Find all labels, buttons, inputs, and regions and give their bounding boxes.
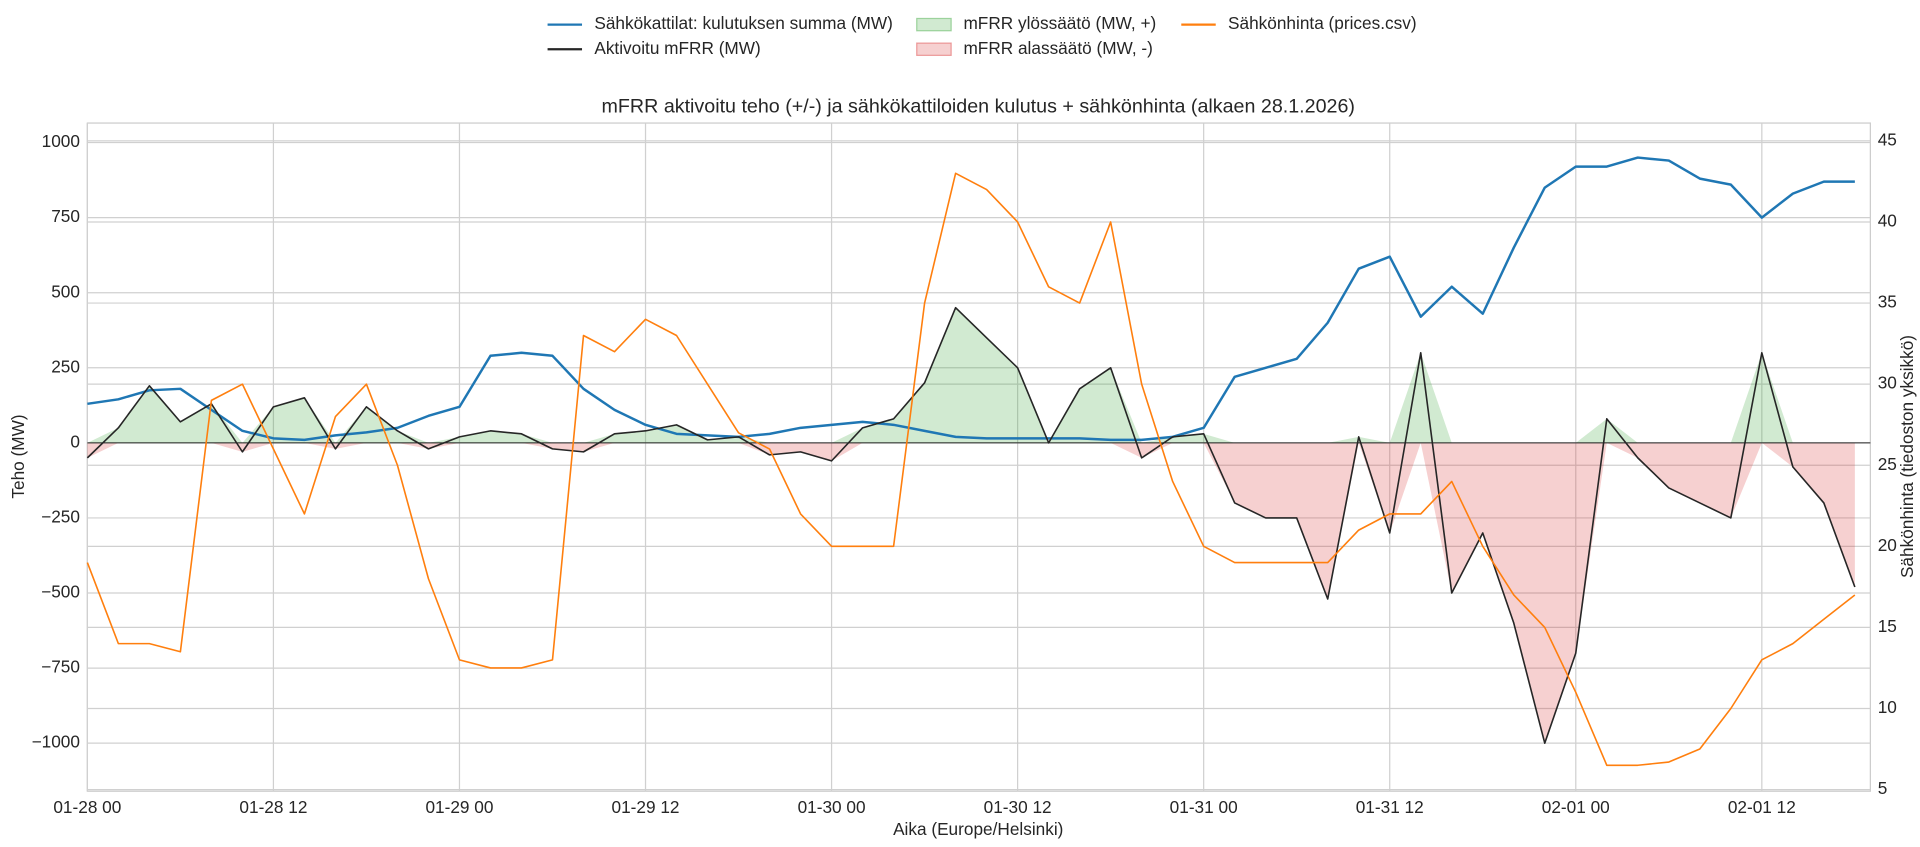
y2-tick-label: 5: [1878, 778, 1888, 798]
y2-tick-label: 30: [1878, 373, 1897, 393]
y2-tick-label: 10: [1878, 697, 1897, 717]
chart-body: mFRR aktivoitu teho (+/-) ja sähkökattil…: [8, 13, 1917, 839]
y2-tick-label: 45: [1878, 129, 1897, 149]
y-tick-label: 500: [51, 281, 80, 301]
y-tick-label: 1000: [42, 131, 80, 151]
x-tick-label: 01-30 00: [798, 797, 866, 817]
y-tick-label: −250: [41, 506, 80, 526]
y2-axis-label: Sähkönhinta (tiedoston yksikkö): [1897, 335, 1917, 578]
x-tick-label: 01-31 00: [1170, 797, 1238, 817]
y-tick-label: −750: [41, 657, 80, 677]
y2-tick-label: 25: [1878, 454, 1897, 474]
series-line: [86, 306, 1856, 744]
y-axis-label: Teho (MW): [8, 414, 28, 498]
mfrr-fill-area: [87, 307, 1855, 443]
y-tick-label: −1000: [32, 732, 80, 752]
x-tick-label: 01-30 12: [984, 797, 1052, 817]
legend-label: Aktivoitu mFRR (MW): [594, 38, 760, 58]
chart-title: mFRR aktivoitu teho (+/-) ja sähkökattil…: [602, 95, 1355, 117]
y2-tick-label: 20: [1878, 535, 1897, 555]
y-tick-label: 750: [51, 206, 80, 226]
x-tick-label: 02-01 12: [1728, 797, 1796, 817]
x-axis-label: Aika (Europe/Helsinki): [893, 819, 1063, 839]
x-tick-label: 01-29 12: [612, 797, 680, 817]
x-tick-label: 01-31 12: [1356, 797, 1424, 817]
x-tick-label: 01-28 00: [53, 797, 121, 817]
legend-label: mFRR ylössäätö (MW, +): [963, 13, 1156, 33]
series-line: [87, 156, 1855, 442]
plot-background: [86, 122, 1871, 792]
y-tick-label: −500: [41, 582, 80, 602]
x-tick-label: 02-01 00: [1542, 797, 1610, 817]
y-tick-label: 0: [70, 431, 80, 451]
mfrr-fill-area: [87, 442, 1855, 744]
x-tick-label: 01-29 00: [425, 797, 493, 817]
legend-label: mFRR alassäätö (MW, -): [963, 38, 1152, 58]
legend-label: Sähkökattilat: kulutuksen summa (MW): [594, 13, 893, 33]
plot-area: −1000 −750 −500 −250 0 250 500 750 1000 5 10 15 20 25…: [32, 13, 1897, 817]
legend-swatch: [916, 17, 952, 32]
y2-tick-label: 35: [1878, 292, 1897, 312]
y2-tick-label: 15: [1878, 616, 1897, 636]
legend-label: Sähkönhinta (prices.csv): [1228, 13, 1417, 33]
legend-swatch: [916, 42, 952, 56]
x-tick-label: 01-28 12: [239, 797, 307, 817]
y-tick-label: 250: [51, 356, 80, 376]
y2-tick-label: 40: [1878, 211, 1897, 231]
series-line: [86, 172, 1856, 767]
